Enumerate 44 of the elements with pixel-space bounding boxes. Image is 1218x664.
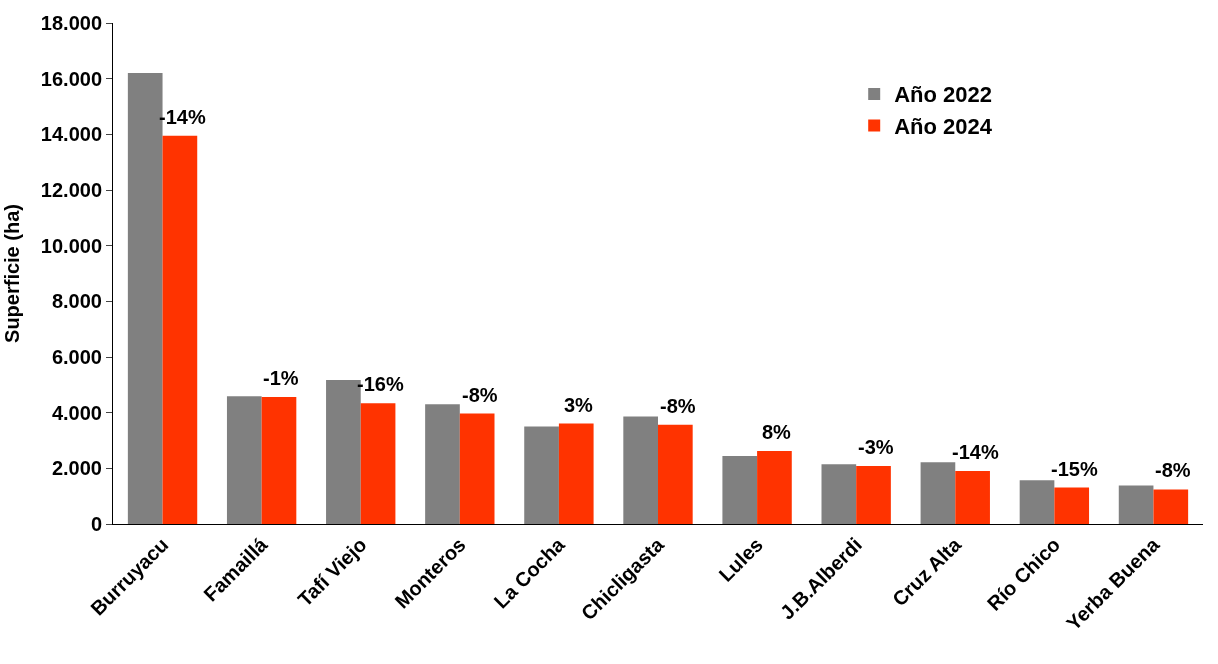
y-tick-label: 16.000 bbox=[40, 67, 102, 90]
bar bbox=[558, 423, 594, 524]
y-tick-label: 14.000 bbox=[40, 123, 102, 146]
annotation: -8% bbox=[660, 395, 696, 417]
bar bbox=[425, 404, 460, 524]
y-axis-title: Superficie (ha) bbox=[1, 204, 24, 343]
annotation: -14% bbox=[159, 106, 206, 128]
annotation: 3% bbox=[564, 394, 594, 416]
bar bbox=[757, 451, 792, 524]
annotation: -14% bbox=[952, 441, 999, 463]
annotation: -8% bbox=[462, 384, 498, 406]
y-tick-label: 2.000 bbox=[51, 457, 102, 480]
bar bbox=[955, 471, 990, 524]
y-tick-label: 0 bbox=[90, 513, 102, 535]
bar bbox=[226, 396, 262, 524]
bar bbox=[1019, 480, 1055, 524]
annotation: -3% bbox=[858, 436, 894, 458]
bar bbox=[1153, 489, 1189, 524]
bar bbox=[459, 413, 495, 524]
bar bbox=[821, 464, 857, 524]
bar bbox=[261, 397, 297, 524]
legend-label: Año 2024 bbox=[894, 114, 993, 140]
legend-label: Año 2022 bbox=[894, 82, 993, 108]
annotation: -8% bbox=[1155, 459, 1191, 481]
bar bbox=[856, 466, 891, 524]
y-tick-label: 8.000 bbox=[51, 290, 102, 313]
annotation: -1% bbox=[263, 367, 299, 389]
bar bbox=[1118, 485, 1154, 524]
annotation: -16% bbox=[357, 373, 404, 395]
y-tick-label: 12.000 bbox=[40, 179, 102, 201]
bar bbox=[658, 424, 693, 524]
bar bbox=[524, 426, 559, 524]
bar bbox=[162, 135, 198, 524]
bar bbox=[623, 416, 658, 524]
y-tick-label: 10.000 bbox=[40, 234, 102, 257]
annotation: -15% bbox=[1051, 458, 1098, 480]
bar bbox=[722, 456, 758, 524]
bar bbox=[1054, 487, 1090, 524]
y-tick-label: 18.000 bbox=[40, 12, 102, 34]
bar bbox=[360, 403, 396, 524]
y-tick-label: 6.000 bbox=[51, 346, 102, 368]
annotation: 8% bbox=[762, 421, 792, 443]
y-tick-label: 4.000 bbox=[51, 401, 102, 424]
bar bbox=[920, 462, 956, 524]
